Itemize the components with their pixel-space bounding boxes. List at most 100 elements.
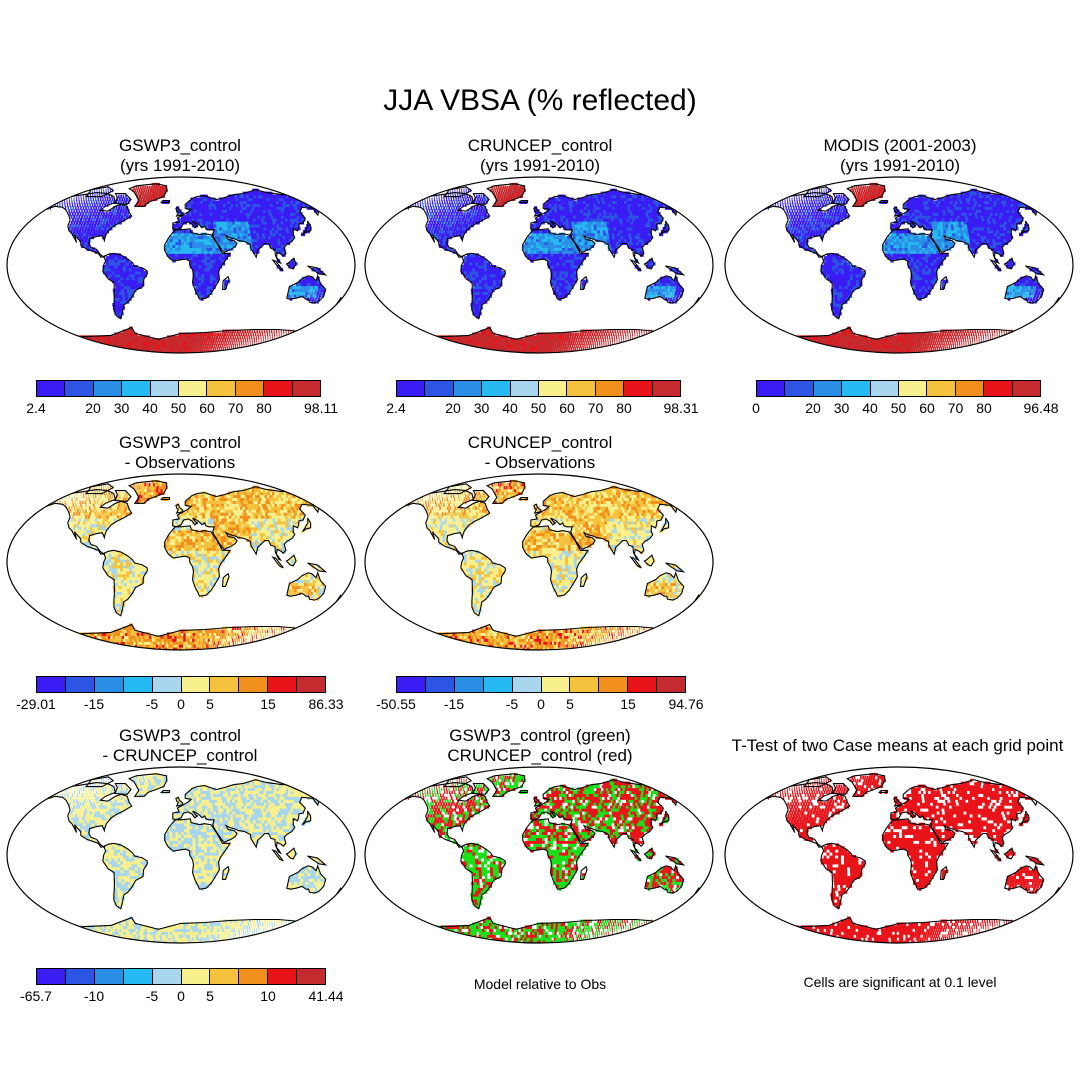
map-cells	[755, 772, 1062, 943]
coastline-baffin	[472, 783, 490, 795]
coastline-south-america	[102, 842, 148, 910]
coastline-japan	[1020, 810, 1030, 826]
colorbar-swatch	[624, 381, 653, 396]
colorbar-label: 40	[502, 400, 518, 416]
colorbar-swatch	[122, 381, 151, 396]
coastline-south-america	[820, 842, 866, 910]
colorbar-swatch	[628, 677, 658, 692]
coastline-africa	[164, 818, 232, 890]
panel-4-map	[6, 473, 356, 651]
coastline-sumatra	[989, 848, 1002, 862]
colorbar-label: 94.76	[668, 696, 703, 712]
coastline-madagascar	[222, 865, 230, 880]
coastline-arctic-islands	[803, 776, 833, 788]
colorbar-label: 50	[891, 400, 907, 416]
colorbar-label: 96.48	[1023, 400, 1058, 416]
colorbar-label: 40	[142, 400, 158, 416]
coastline-africa	[882, 818, 950, 890]
colorbar-label: 30	[474, 400, 490, 416]
coastline-baffin	[832, 783, 850, 795]
colorbar-label: 98.11	[304, 400, 338, 416]
colorbar-swatch	[37, 969, 66, 984]
map-cells	[395, 772, 702, 943]
coastline-eurasia	[172, 486, 328, 562]
panel-7-title-line1: GSWP3_control (green)	[390, 726, 690, 746]
colorbar-label: 70	[228, 400, 244, 416]
map-border	[724, 176, 1074, 354]
colorbar-label: -5	[146, 696, 158, 712]
colorbar-swatch	[899, 381, 928, 396]
coastline-australia	[286, 274, 327, 304]
colorbar-label: 15	[260, 696, 276, 712]
colorbar-label: 98.31	[663, 400, 698, 416]
colorbar-swatch	[37, 381, 66, 396]
colorbar-label: 15	[620, 696, 636, 712]
p5-colorbar-boxes	[396, 676, 686, 693]
colorbar-swatch	[297, 677, 326, 692]
panel-6-title-line1: GSWP3_control	[30, 726, 330, 746]
panel-5-map	[364, 473, 714, 651]
colorbar-label: 5	[566, 696, 574, 712]
panel-3-colorbar: 0 20 30 40 50 60 70 80 96.48	[752, 380, 1059, 416]
panel-6-map	[6, 766, 356, 944]
panel-2-title-line1: CRUNCEP_control	[390, 136, 690, 156]
coastline-japan	[660, 810, 670, 826]
colorbar-label: 20	[805, 400, 821, 416]
coastline-greenland	[128, 183, 168, 207]
coastline-uk	[533, 503, 542, 514]
colorbar-label: 60	[199, 400, 215, 416]
coastline-australia	[644, 571, 685, 601]
coastline-south-america	[460, 842, 506, 910]
coastline-sumatra	[629, 848, 642, 862]
coastline-eurasia	[530, 779, 686, 855]
coastline-baffin	[114, 783, 132, 795]
coastline-arctic-islands	[85, 776, 115, 788]
panel-1-colorbar: 2.4 20 30 40 50 60 70 80 98.11	[26, 380, 338, 416]
colorbar-label: 40	[862, 400, 878, 416]
coastline-madagascar	[940, 275, 948, 290]
coastline-madagascar	[222, 572, 230, 587]
colorbar-label: 30	[114, 400, 130, 416]
panel-3-title: MODIS (2001-2003) (yrs 1991-2010)	[750, 136, 1050, 176]
colorbar-label: 86.33	[308, 696, 343, 712]
colorbar-label: 20	[445, 400, 461, 416]
colorbar-swatch	[813, 381, 843, 396]
coastline-uk	[533, 796, 542, 807]
coastline-north-america	[42, 489, 133, 555]
p3-colorbar-boxes	[756, 380, 1041, 397]
coastline-new-guinea	[307, 562, 328, 573]
colorbar-label: -10	[84, 988, 104, 1004]
colorbar-swatch	[123, 969, 153, 984]
main-title: JJA VBSA (% reflected)	[0, 84, 1080, 118]
p4-colorbar-boxes	[36, 676, 326, 693]
coastline-south-america	[102, 549, 148, 617]
coastline-greenland	[128, 480, 168, 504]
panel-8-map	[724, 766, 1074, 944]
colorbar-swatch	[65, 677, 95, 692]
colorbar-label: 80	[256, 400, 272, 416]
colorbar-label: -5	[146, 988, 158, 1004]
coastline-new-guinea	[665, 562, 686, 573]
panel-4-title: GSWP3_control - Observations	[30, 433, 330, 473]
panel-1-title-line1: GSWP3_control	[30, 136, 330, 156]
coastline-australia	[644, 274, 685, 304]
colorbar-label: 80	[616, 400, 632, 416]
coastline-north-america	[400, 782, 491, 848]
coastline-sumatra	[989, 258, 1002, 272]
colorbar-label: -29.01	[16, 696, 56, 712]
coastline-madagascar	[580, 572, 588, 587]
coastline-north-america	[760, 782, 851, 848]
coastline-sumatra	[271, 555, 284, 569]
colorbar-swatch	[152, 677, 182, 692]
colorbar-swatch	[955, 381, 985, 396]
p6-colorbar-boxes	[36, 968, 326, 985]
coastline-greenland	[486, 480, 526, 504]
colorbar-swatch	[210, 677, 240, 692]
coastline-arctic-islands	[803, 186, 833, 198]
coastline-north-america	[42, 192, 133, 258]
colorbar-swatch	[181, 969, 211, 984]
colorbar-swatch	[123, 677, 153, 692]
colorbar-swatch	[539, 381, 568, 396]
map-border	[6, 766, 356, 944]
p2-colorbar-boxes	[396, 380, 681, 397]
